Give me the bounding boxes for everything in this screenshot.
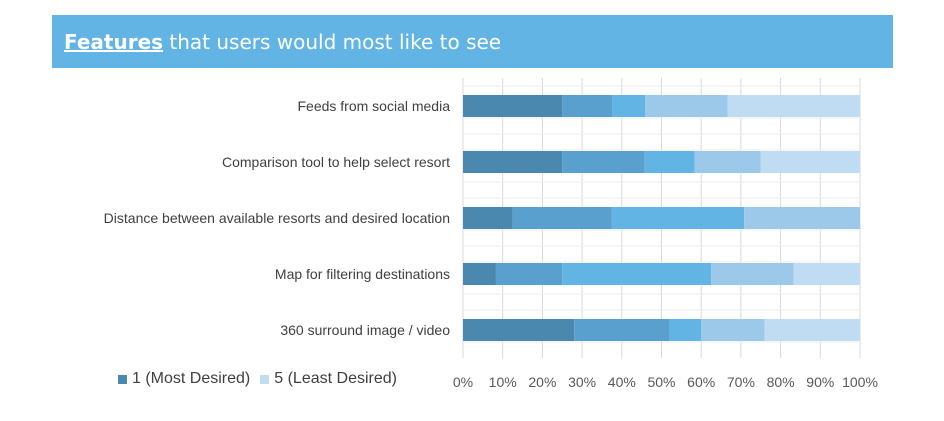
bar-segment-1-1 <box>463 95 563 117</box>
bar-segment-2-5 <box>760 151 860 173</box>
bar-segment-5-4 <box>701 319 765 341</box>
bar-segment-1-2 <box>562 95 613 117</box>
category-label: 360 surround image / video <box>280 322 450 338</box>
category-label: Map for filtering destinations <box>275 266 450 282</box>
legend-item-most-desired: 1 (Most Desired) <box>118 370 250 388</box>
title-rest: that users would most like to see <box>163 29 502 54</box>
bar-segment-4-4 <box>711 263 794 285</box>
bar-segment-5-5 <box>764 319 860 341</box>
legend-label-most-desired: 1 (Most Desired) <box>132 370 251 387</box>
bar-segment-4-5 <box>793 263 860 285</box>
x-tick-label: 100% <box>842 374 878 390</box>
x-tick-label: 40% <box>608 374 636 390</box>
category-label: Comparison tool to help select resort <box>222 154 450 170</box>
category-label: Feeds from social media <box>297 98 450 114</box>
x-tick-label: 70% <box>727 374 755 390</box>
x-tick-label: 0% <box>453 374 473 390</box>
bar-segment-4-2 <box>495 263 563 285</box>
x-tick-label: 50% <box>647 374 675 390</box>
bar-segment-2-4 <box>694 151 761 173</box>
bar-segment-1-4 <box>645 95 728 117</box>
title-emphasis: Features <box>64 29 164 54</box>
bar-segment-5-1 <box>463 319 575 341</box>
x-tick-label: 30% <box>568 374 596 390</box>
legend-swatch-least-desired <box>260 374 270 384</box>
legend-label-least-desired: 5 (Least Desired) <box>274 370 397 387</box>
x-tick-label: 10% <box>489 374 517 390</box>
legend-item-least-desired: 5 (Least Desired) <box>260 370 397 388</box>
title-bar: Features that users would most like to s… <box>52 15 893 68</box>
bar-segment-1-5 <box>727 95 860 117</box>
bar-segment-3-4 <box>744 207 860 229</box>
bar-segment-5-3 <box>669 319 702 341</box>
bar-segment-3-3 <box>611 207 745 229</box>
chart-legend: 1 (Most Desired) 5 (Least Desired) <box>118 370 407 388</box>
x-tick-label: 90% <box>806 374 834 390</box>
x-tick-label: 20% <box>528 374 556 390</box>
bar-segment-1-3 <box>612 95 646 117</box>
bar-segment-2-2 <box>562 151 645 173</box>
legend-swatch-most-desired <box>118 374 127 384</box>
bar-segment-3-1 <box>463 207 513 229</box>
page-title: Features that users would most like to s… <box>64 30 501 54</box>
x-tick-label: 60% <box>687 374 715 390</box>
bar-segment-5-2 <box>574 319 670 341</box>
bar-segment-2-3 <box>644 151 695 173</box>
category-label: Distance between available resorts and d… <box>104 210 450 226</box>
x-tick-label: 80% <box>767 374 795 390</box>
bar-segment-4-3 <box>562 263 712 285</box>
bar-segment-4-1 <box>463 263 496 285</box>
bar-segment-3-2 <box>512 207 612 229</box>
bar-segment-2-1 <box>463 151 563 173</box>
